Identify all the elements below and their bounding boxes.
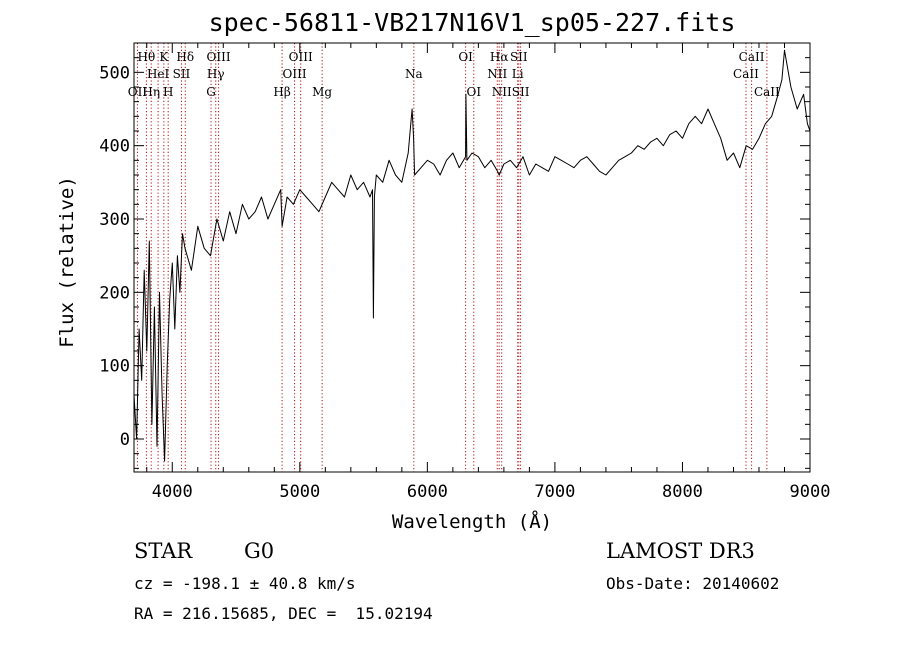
line-label: Mg xyxy=(312,85,332,99)
flux-series-0 xyxy=(133,49,811,462)
x-axis-label: Wavelength (Å) xyxy=(392,510,552,533)
observation-date: Obs-Date: 20140602 xyxy=(606,574,780,593)
line-label: Hβ xyxy=(273,85,290,99)
line-label: Hα xyxy=(490,50,509,64)
line-label: CaII xyxy=(739,50,765,64)
line-label: CaII xyxy=(733,67,759,81)
chart-title: spec-56811-VB217N16V1_sp05-227.fits xyxy=(209,8,736,37)
line-label: Na xyxy=(405,67,423,81)
y-tick-label: 300 xyxy=(99,210,130,230)
line-label: G xyxy=(206,85,216,99)
line-label: Li xyxy=(512,67,524,81)
x-tick-label: 5000 xyxy=(279,482,320,502)
line-label: OI xyxy=(466,85,481,99)
survey-name: LAMOST DR3 xyxy=(606,539,755,563)
y-tick-label: 100 xyxy=(99,357,130,377)
line-label: OIII xyxy=(207,50,231,64)
plot-frame xyxy=(133,42,811,473)
line-label: OI xyxy=(458,50,473,64)
y-tick-label: 400 xyxy=(99,137,130,157)
line-label: H xyxy=(163,85,173,99)
line-label: Hγ xyxy=(207,67,225,81)
line-label: SII xyxy=(173,67,191,81)
x-tick-label: 7000 xyxy=(534,482,575,502)
line-label: Hθ xyxy=(138,50,156,64)
x-tick-label: 9000 xyxy=(790,482,831,502)
line-label: K xyxy=(159,50,169,64)
line-label: Hδ xyxy=(176,50,194,64)
line-label: HeI xyxy=(147,67,170,81)
redshift-value: cz = -198.1 ± 40.8 km/s xyxy=(134,574,356,593)
line-label: NII xyxy=(487,67,507,81)
line-label: OIII xyxy=(289,50,313,64)
y-tick-label: 200 xyxy=(99,283,130,303)
line-label: SII xyxy=(510,50,528,64)
x-tick-label: 6000 xyxy=(407,482,448,502)
line-label: OIII xyxy=(283,67,307,81)
y-axis-label: Flux (relative) xyxy=(56,176,78,348)
object-class: STAR xyxy=(134,539,193,563)
x-tick-label: 8000 xyxy=(662,482,703,502)
line-label: OII xyxy=(128,85,148,99)
line-label: NII xyxy=(492,85,512,99)
x-tick-label: 4000 xyxy=(152,482,193,502)
line-label: Hη xyxy=(142,85,160,99)
coordinates: RA = 216.15685, DEC = 15.02194 xyxy=(134,604,433,623)
line-label: SII xyxy=(512,85,530,99)
y-tick-label: 0 xyxy=(120,430,130,450)
y-tick-label: 500 xyxy=(99,63,130,83)
line-label: CaII xyxy=(754,85,780,99)
object-subclass: G0 xyxy=(244,539,275,563)
